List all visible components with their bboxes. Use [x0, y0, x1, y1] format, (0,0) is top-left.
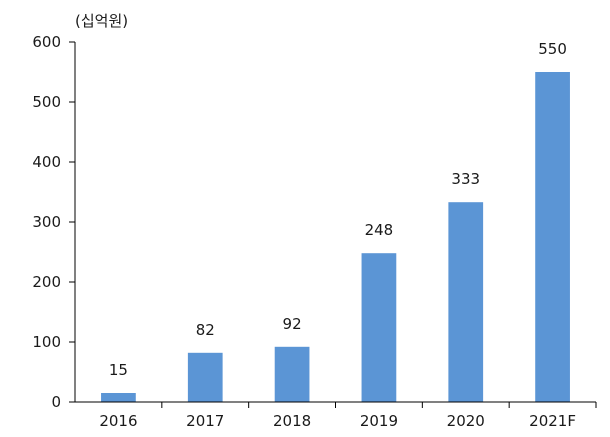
y-tick-label: 400 — [32, 153, 61, 171]
y-tick-label: 300 — [32, 213, 61, 231]
y-tick-label: 100 — [32, 333, 61, 351]
bar-value-label: 248 — [365, 221, 394, 239]
bar-value-label: 82 — [196, 321, 215, 339]
bar — [448, 202, 484, 402]
data-labels: 15 82 92 248 333 550 — [109, 40, 567, 379]
y-tick-label: 200 — [32, 273, 61, 291]
bars — [101, 72, 570, 402]
bar-value-label: 333 — [451, 170, 480, 188]
x-tick-label: 2020 — [447, 412, 485, 430]
x-axis-labels: 2016 2017 2018 2019 2020 2021F — [99, 402, 597, 430]
y-axis-ticks: 0 100 200 300 400 500 600 — [32, 33, 75, 411]
y-tick-label: 500 — [32, 93, 61, 111]
bar — [535, 72, 570, 402]
x-tick-label: 2021F — [529, 412, 576, 430]
y-tick-label: 0 — [51, 393, 61, 411]
bar — [101, 393, 136, 402]
x-tick-label: 2017 — [186, 412, 224, 430]
bar-value-label: 550 — [538, 40, 567, 58]
bar — [187, 352, 223, 402]
bar-value-label: 92 — [283, 315, 302, 333]
bar — [361, 253, 397, 402]
x-tick-label: 2016 — [99, 412, 137, 430]
x-tick-label: 2019 — [360, 412, 398, 430]
bar-value-label: 15 — [109, 361, 128, 379]
y-tick-label: 600 — [32, 33, 61, 51]
bar — [274, 346, 310, 402]
x-tick-label: 2018 — [273, 412, 311, 430]
y-axis-unit-label: (십억원) — [75, 12, 128, 30]
